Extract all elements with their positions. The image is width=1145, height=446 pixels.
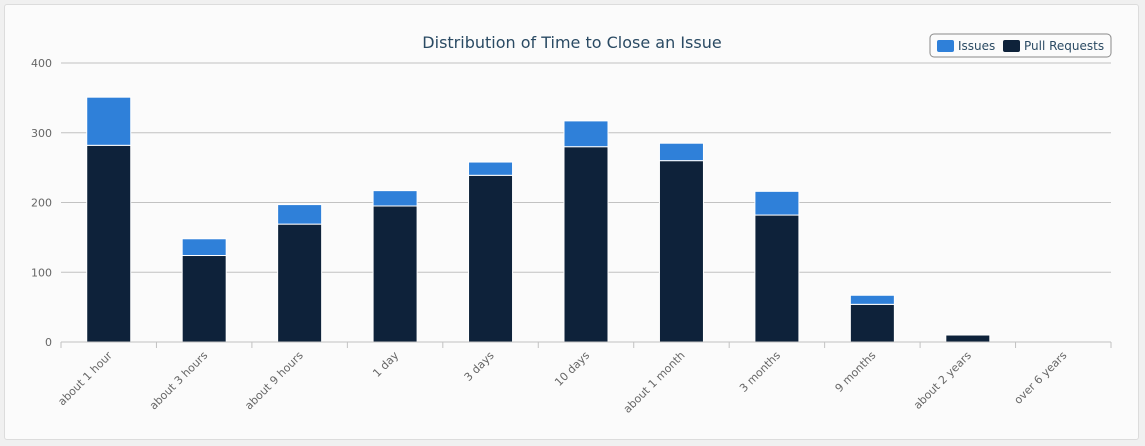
legend-item-pull-requests[interactable]: Pull Requests (1003, 39, 1104, 53)
x-tick-label: 3 days (462, 349, 497, 384)
bar-pull-requests[interactable] (849, 303, 895, 343)
y-axis-ticks: 0 100 200 300 400 (31, 57, 52, 349)
x-tick-label: 3 months (737, 349, 783, 395)
legend[interactable]: Issues Pull Requests (929, 33, 1112, 58)
x-tick-label: about 9 hours (242, 349, 306, 413)
y-tick-label: 200 (31, 197, 52, 210)
chart-title: Distribution of Time to Close an Issue (422, 33, 721, 52)
bar-issues[interactable] (563, 120, 609, 148)
bar-pull-requests[interactable] (658, 160, 704, 343)
bar-pull-requests[interactable] (563, 146, 609, 343)
legend-swatch-issues (937, 40, 954, 52)
bar-issues[interactable] (658, 142, 704, 162)
bar-issues[interactable] (86, 96, 132, 146)
x-tick-label: about 1 hour (55, 349, 115, 409)
legend-label-pull-requests: Pull Requests (1024, 39, 1104, 53)
x-tick-label: about 1 month (621, 349, 688, 416)
bar-pull-requests[interactable] (468, 174, 514, 343)
legend-swatch-pull-requests (1003, 40, 1020, 52)
bar-pull-requests[interactable] (277, 223, 323, 343)
bars (86, 96, 991, 343)
legend-box (929, 33, 1112, 58)
y-tick-label: 0 (45, 336, 52, 349)
bar-pull-requests[interactable] (181, 255, 227, 343)
bar-issues[interactable] (849, 294, 895, 305)
x-tick-label: about 3 hours (147, 349, 211, 413)
bar-issues[interactable] (468, 161, 514, 176)
bar-issues[interactable] (372, 190, 418, 207)
bar-pull-requests[interactable] (945, 334, 991, 343)
bar-issues[interactable] (277, 204, 323, 225)
bar-pull-requests[interactable] (372, 205, 418, 343)
y-tick-label: 300 (31, 127, 52, 140)
bar-pull-requests[interactable] (754, 214, 800, 343)
legend-item-issues[interactable]: Issues (937, 39, 995, 53)
x-tick-label: 10 days (552, 349, 592, 389)
y-tick-label: 400 (31, 57, 52, 70)
y-tick-label: 100 (31, 266, 52, 279)
bar-pull-requests[interactable] (86, 144, 132, 343)
bar-issues[interactable] (754, 190, 800, 216)
x-axis: about 1 hour about 3 hours about 9 hours 1 … (55, 341, 1112, 416)
x-tick-label: 1 day (370, 349, 401, 380)
legend-label-issues: Issues (958, 39, 995, 53)
x-tick-label: 9 months (833, 349, 879, 395)
bar-issues[interactable] (181, 238, 227, 257)
x-tick-label: over 6 years (1012, 349, 1070, 407)
x-tick-label: about 2 years (911, 349, 974, 412)
